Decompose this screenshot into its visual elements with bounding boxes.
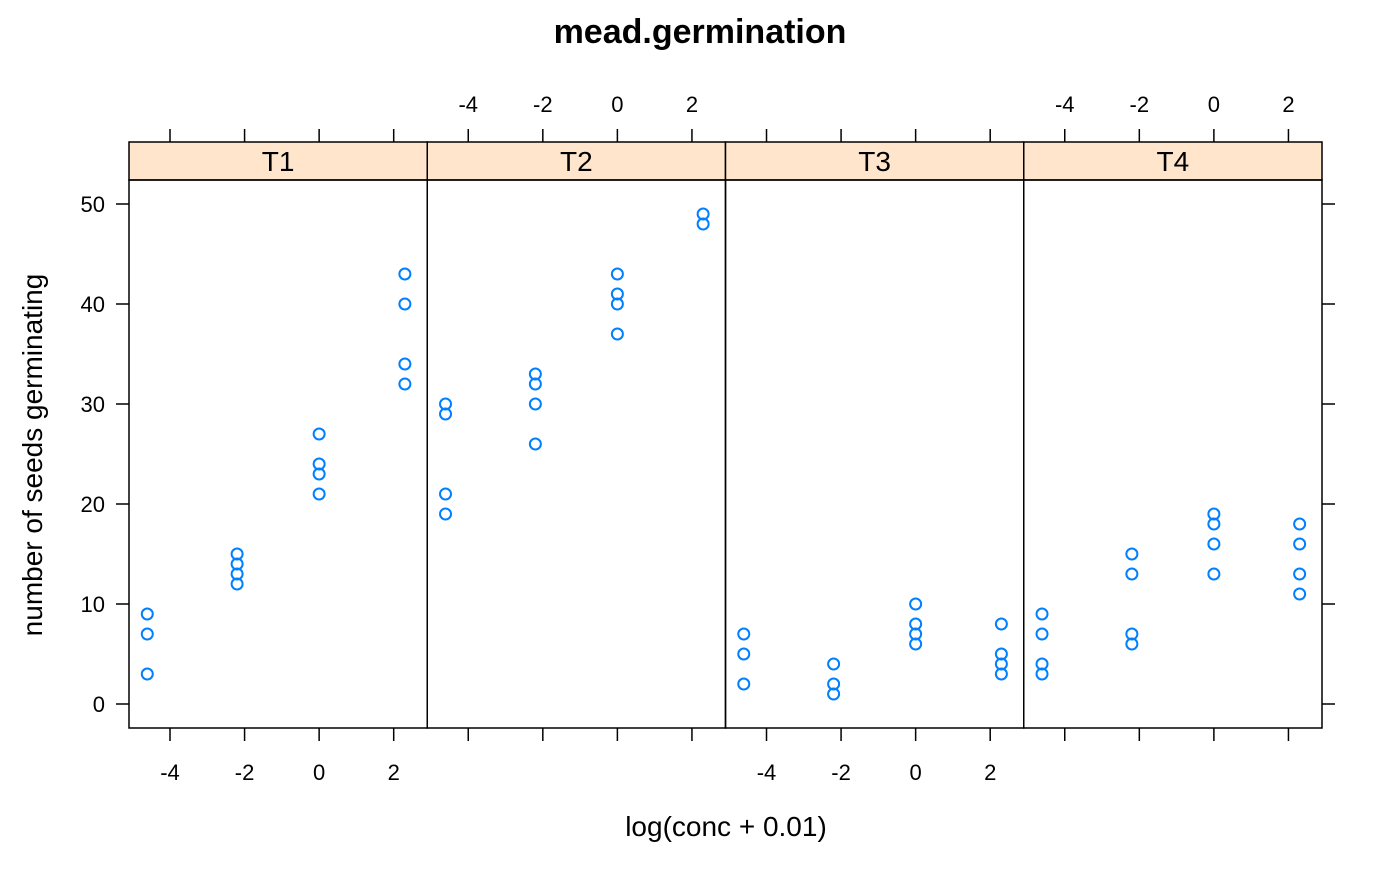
strip-T1	[128, 141, 428, 181]
panel-frame-T3	[724, 179, 1025, 729]
data-point	[610, 327, 624, 341]
strip-T3	[724, 141, 1025, 181]
strip-label-T3: T3	[858, 146, 891, 177]
data-point	[1035, 627, 1049, 641]
data-point	[439, 397, 453, 411]
x-tick-label-top: 2	[1282, 92, 1294, 117]
data-point	[312, 457, 326, 471]
data-point	[827, 677, 841, 691]
data-point	[1293, 567, 1307, 581]
panels-layer: T1 T2 T3 T4	[128, 141, 1323, 729]
data-point	[140, 627, 154, 641]
y-tick-label: 0	[93, 692, 105, 717]
panel-T1: T1	[128, 141, 428, 729]
x-tick-label-bottom: -2	[831, 760, 851, 785]
data-point	[737, 647, 751, 661]
data-point	[1207, 537, 1221, 551]
strip-label-T4: T4	[1157, 146, 1190, 177]
x-axis-label: log(conc + 0.01)	[625, 811, 827, 842]
strip-label-T1: T1	[262, 146, 295, 177]
data-point	[439, 487, 453, 501]
data-point	[909, 597, 923, 611]
data-point	[737, 677, 751, 691]
data-point	[1125, 567, 1139, 581]
strip-label-T2: T2	[560, 146, 593, 177]
x-tick-label-top: -2	[533, 92, 553, 117]
data-point	[528, 437, 542, 451]
y-tick-label: 10	[81, 592, 105, 617]
data-point	[1207, 507, 1221, 521]
y-tick-label: 50	[81, 192, 105, 217]
panel-frame-T2	[426, 179, 727, 729]
y-tick-label: 40	[81, 292, 105, 317]
data-point	[398, 377, 412, 391]
y-axis-label: number of seeds germinating	[17, 274, 48, 637]
data-point	[610, 287, 624, 301]
data-point	[909, 617, 923, 631]
data-point	[994, 617, 1008, 631]
data-point	[140, 667, 154, 681]
data-point	[398, 357, 412, 371]
panel-frame-T4	[1023, 179, 1323, 729]
data-point	[398, 267, 412, 281]
data-point	[1125, 627, 1139, 641]
panel-T4: T4	[1023, 141, 1323, 729]
x-tick-label-top: 2	[686, 92, 698, 117]
data-point	[737, 627, 751, 641]
data-point	[398, 297, 412, 311]
data-point	[312, 487, 326, 501]
data-point	[1035, 607, 1049, 621]
data-point	[696, 207, 710, 221]
x-tick-label-top: 0	[1208, 92, 1220, 117]
data-point	[994, 647, 1008, 661]
y-tick-label: 20	[81, 492, 105, 517]
x-tick-label-bottom: -4	[160, 760, 180, 785]
x-tick-label-bottom: 0	[910, 760, 922, 785]
panel-T2: T2	[426, 141, 727, 729]
strip-T4	[1023, 141, 1323, 181]
y-tick-label: 30	[81, 392, 105, 417]
data-point	[1035, 657, 1049, 671]
chart-title: mead.germination	[554, 13, 847, 51]
x-tick-label-top: 0	[611, 92, 623, 117]
x-tick-label-bottom: 2	[984, 760, 996, 785]
x-tick-label-bottom: -4	[757, 760, 777, 785]
data-point	[1207, 567, 1221, 581]
data-point	[312, 427, 326, 441]
x-tick-label-bottom: 0	[313, 760, 325, 785]
x-tick-label-bottom: -2	[235, 760, 255, 785]
data-point	[827, 657, 841, 671]
data-point	[528, 367, 542, 381]
data-point	[1293, 587, 1307, 601]
data-point	[1125, 547, 1139, 561]
data-point	[439, 507, 453, 521]
data-point	[230, 547, 244, 561]
data-point	[140, 607, 154, 621]
x-tick-label-top: -4	[458, 92, 478, 117]
data-point	[528, 397, 542, 411]
x-tick-label-top: -4	[1055, 92, 1075, 117]
x-tick-label-bottom: 2	[388, 760, 400, 785]
panel-T3: T3	[724, 141, 1025, 729]
x-tick-label-top: -2	[1130, 92, 1150, 117]
panel-frame-T1	[128, 179, 428, 729]
data-point	[610, 267, 624, 281]
data-point	[1293, 537, 1307, 551]
data-point	[1293, 517, 1307, 531]
